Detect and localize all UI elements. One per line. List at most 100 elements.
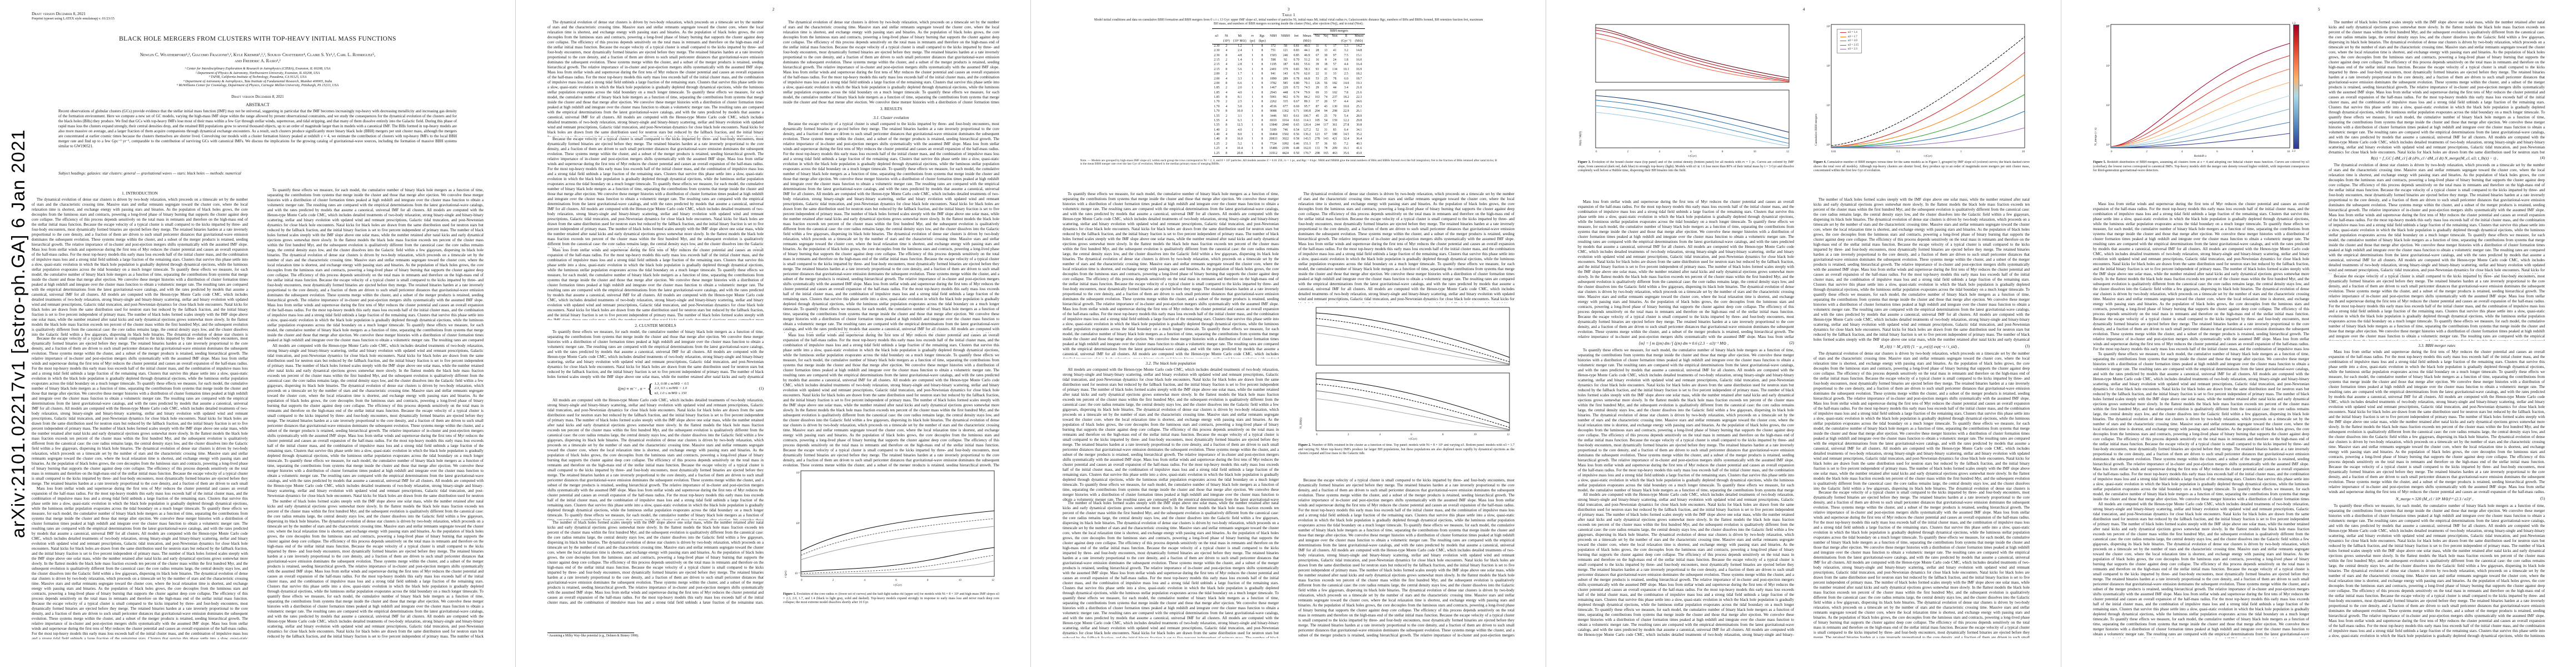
- body-text-block: Mass loss from stellar winds and superno…: [783, 333, 999, 466]
- body-text-block: Mass loss from stellar winds and superno…: [2329, 350, 2545, 494]
- legend-label: α3 = 2.0: [1848, 39, 1857, 42]
- equation-3-number: (3): [2025, 344, 2030, 349]
- section-3-2-heading: 3.2. The black hole population: [1145, 361, 1196, 366]
- equation-5: N_merge ≈ 320 (M_cl / 10⁶ M⊙)¹·⁶ (2.3 / …: [2329, 496, 2545, 501]
- legend-label: α3 = 1.7: [1848, 35, 1857, 38]
- equation-2-body: ⟨m⟩ = ∫ m ξ(m) dm ⁄ ∫ ξ(m) dm ≈ 0.6 (2.3…: [1638, 341, 1729, 346]
- figure-4-ylabel: Cumulative BBH mergers: [1815, 113, 1818, 146]
- equation-3-body: M_cl(t) = M_cl(0) [1 − μ_ev(t)] exp(−t /…: [1880, 344, 1959, 349]
- preprint-style-line: Preprint typeset using LATEX style emula…: [32, 17, 114, 21]
- abstract-heading: ABSTRACT: [246, 102, 270, 107]
- body-text-block: The dynamical evolution of dense star cl…: [1298, 192, 1514, 303]
- body-text-block: Mass loss from stellar winds and superno…: [1578, 200, 1794, 339]
- equation-5-number: (5): [2540, 496, 2545, 501]
- figure-1-label: Figure 1.: [783, 593, 796, 596]
- figure-5-label: Figure 5.: [2093, 161, 2106, 164]
- page-1: Draft version December 8, 2021 Preprint …: [0, 0, 515, 667]
- figure-1-plot: r (pc) 10¹ 10⁰ 10⁻¹ 0 2 4 6 8 10 12 t (Gyr): [783, 467, 999, 591]
- legend-entry: α3 = 1.7: [1840, 35, 1858, 39]
- equation-1-case: 2.3, 0.5 ≤ m/M⊙ < 1.0: [654, 386, 687, 391]
- figure-5-ylabel: N_merge (< z): [2094, 127, 2097, 146]
- body-text-block: Because the escape velocity of a typical…: [783, 122, 999, 333]
- figure-2-label: Figure 2.: [1298, 444, 1312, 447]
- radius-curves: [800, 510, 995, 575]
- figure-3-xlabel: t (Gyr): [1688, 155, 1697, 158]
- body-text-block: Because the escape velocity of a typical…: [32, 336, 248, 486]
- figure-1: r (pc) 10¹ 10⁰ 10⁻¹ 0 2 4 6 8 10 12 t (Gyr) Figu…: [783, 467, 999, 628]
- figure-3-caption: Figure 3. Evolution of the bound cluster…: [1578, 161, 1794, 197]
- figure-1-yticks: 10¹ 10⁰ 10⁻¹: [794, 472, 800, 575]
- equation-2: ⟨m⟩ = ∫ m ξ(m) dm ⁄ ∫ ξ(m) dm ≈ 0.6 (2.3…: [1578, 341, 1794, 346]
- figure-3-svg: [1595, 24, 1790, 148]
- page4-right-column: α3 = 1.4 α3 = 1.7 α3 = 2.0 α3 = 2.15 α3 …: [1813, 20, 2030, 638]
- figure-4-yticks: 10³ 10² 10¹ 10⁰: [1826, 26, 1830, 147]
- body-text-block: To quantify these effects we measure, fo…: [1578, 348, 1794, 492]
- body-text-block: Because the escape velocity of a typical…: [1813, 490, 2030, 638]
- equation-1-case: 1.3, 0.08 ≤ m/M⊙ < 0.5: [654, 382, 689, 386]
- page-4: 4: [1546, 0, 2061, 667]
- paper-title: BLACK HOLE MERGERS FROM CLUSTERS WITH TO…: [119, 36, 396, 42]
- figure-3-ylabel: M(t) / M(0): [1579, 131, 1582, 146]
- figure-2-xlabel: t (Gyr): [1408, 437, 1417, 441]
- redshift-distribution-curves: [2110, 43, 2290, 148]
- page-3: 3 Table 1 Model initial conditions and d…: [1030, 0, 1546, 667]
- body-text-block: The dynamical evolution of dense star cl…: [2329, 163, 2545, 274]
- figure-5-caption-text: Redshift distribution of BBH mergers, as…: [2093, 161, 2309, 172]
- section-2-heading: 2. CLUSTER MODELS: [635, 323, 676, 328]
- footnote-1: ¹ Assuming a Milky Way–like potential (e…: [547, 633, 764, 638]
- page-2: 2 The dynamical evolution of dense star …: [515, 0, 1031, 667]
- section-3-heading: 3. RESULTS: [880, 106, 903, 111]
- body-text-block: The number of black holes formed scales …: [1063, 501, 1279, 638]
- authors-line-2: and Frederic A. Rasio¹,²: [235, 58, 281, 63]
- equation-5-body: N_merge ≈ 320 (M_cl / 10⁶ M⊙)¹·⁶ (2.3 / …: [2395, 496, 2474, 501]
- affiliation: ³ TAPIR, California Institute of Technol…: [208, 75, 307, 79]
- date-line: Draft version December 8, 2021: [231, 94, 284, 99]
- figure-4-caption-text: Cumulative number of BBH mergers versus …: [1813, 161, 2030, 172]
- subject-headings: Subject headings: galaxies: star cluster…: [58, 171, 241, 176]
- figure-3-plot: M(t) / M(0) 0 2 4 6 8 10 12 t (Gyr): [1578, 21, 1794, 159]
- equation-3: M_cl(t) = M_cl(0) [1 − μ_ev(t)] exp(−t /…: [1813, 344, 2030, 349]
- equation-1: ξ(m) ∝ m⁻ᵃ , α = {1.3, 0.08 ≤ m/M⊙ < 0.5…: [547, 382, 764, 396]
- page-5: 5: [2061, 0, 2576, 667]
- body-text-block: To quantify these effects we measure, fo…: [2093, 352, 2309, 501]
- authors-line-1: Newlin C. Weatherford¹,², Giacomo Fragio…: [139, 52, 376, 57]
- figure-5-svg: [2110, 24, 2290, 148]
- body-text-block: To quantify these effects we measure, fo…: [267, 188, 484, 344]
- colorbar-title: α3: [2300, 84, 2303, 87]
- page3-right-column: The dynamical evolution of dense star cl…: [1298, 192, 1514, 638]
- body-text-block: Mass loss from stellar winds and superno…: [32, 486, 248, 639]
- page4-left-column: M(t) / M(0) 0 2 4 6 8 10 12 t (Gyr) Figure 3. …: [1578, 20, 1794, 638]
- equation-4-body: R(z) = f_GC ∫ dM_cl ∫ dt (d²n_cl / dM_cl…: [2371, 156, 2498, 161]
- cumulative-merger-curves: [1831, 36, 2025, 148]
- section-1-heading: 1. INTRODUCTION: [122, 191, 158, 196]
- figure-2-ylabel: N_BH(t): [1299, 417, 1303, 429]
- figure-4-legend: α3 = 1.4 α3 = 1.7 α3 = 2.0 α3 = 2.15 α3 …: [1837, 29, 1862, 53]
- bh-number-curves: [1316, 312, 1510, 431]
- legend-label: α3 = 2.15: [1848, 43, 1859, 47]
- equation-1-body: ξ(m) ∝ m⁻ᵃ , α = {1.3, 0.08 ≤ m/M⊙ < 0.5…: [547, 382, 759, 396]
- body-text-block: Because the escape velocity of a typical…: [1298, 478, 1514, 638]
- page2-left-column: The dynamical evolution of dense star cl…: [547, 20, 764, 638]
- affiliations: ¹ Center for Interdisciplinary Explorati…: [32, 67, 484, 88]
- abstract-text: Recent observations of globular clusters…: [58, 109, 457, 148]
- colorbar-bottom-label: 2.3: [2292, 150, 2296, 153]
- figure-2-plot: N_BH(t) 0 2 4 6 8 10 12 t (Gyr): [1298, 304, 1514, 442]
- figure-1-caption-text: Evolution of the core radius rc (lower s…: [783, 593, 999, 604]
- page-number: 5: [2318, 7, 2320, 12]
- figure-5-xlabel: Redshift z: [2194, 155, 2207, 158]
- equation-1-number: (1): [759, 386, 764, 391]
- affiliation: ⁵ McWilliams Center for Cosmology, Depar…: [176, 83, 339, 88]
- figure-4: α3 = 1.4 α3 = 1.7 α3 = 2.0 α3 = 2.15 α3 …: [1813, 21, 2030, 195]
- body-text-block: All models are computed with the Henon-t…: [2093, 502, 2309, 638]
- table-1-caption: Model initial conditions and data on cum…: [1094, 18, 1483, 26]
- colorbar-top-label: 1.3: [2292, 22, 2296, 25]
- legend-entry: α3 = 1.4: [1840, 31, 1858, 35]
- brace-glyph: {: [647, 381, 654, 396]
- legend-key-line: [1840, 32, 1846, 33]
- body-text-block: The dynamical evolution of dense star cl…: [1813, 351, 2030, 490]
- page2-right-column: The dynamical evolution of dense star cl…: [783, 20, 999, 638]
